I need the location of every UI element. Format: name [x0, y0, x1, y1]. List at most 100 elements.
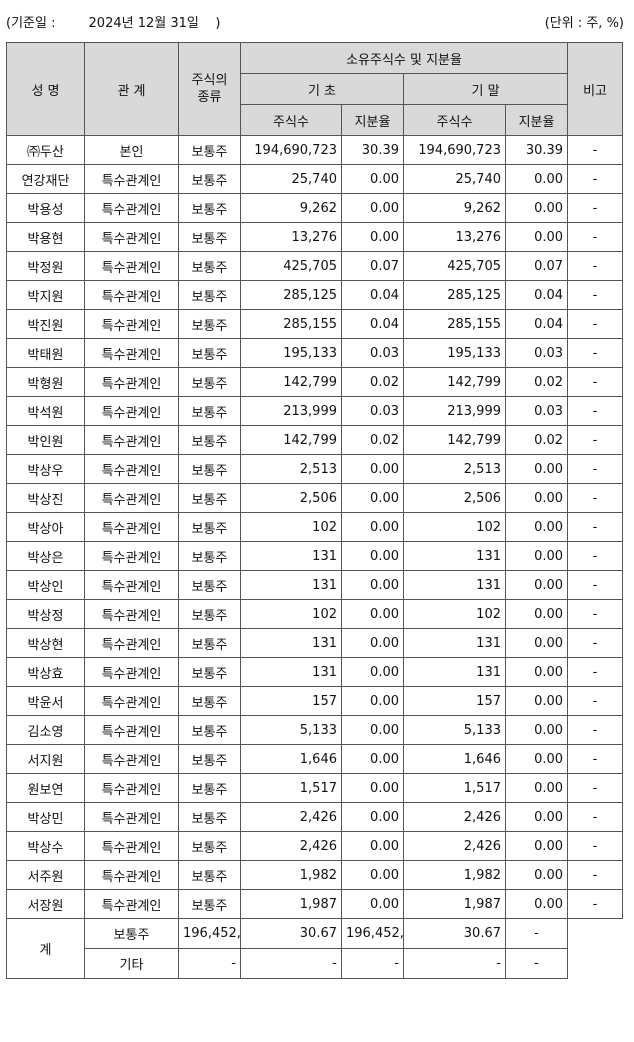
header-begin-ratio: 지분율 — [341, 104, 404, 136]
cell-end-shares: 131 — [403, 541, 506, 571]
cell-note: - — [567, 773, 624, 803]
cell: - — [178, 948, 241, 979]
table-row: ㈜두산 본인 보통주 194,690,723 30.39 194,690,723 30.39… — [6, 135, 624, 165]
cell-name: 박석원 — [6, 396, 85, 426]
cell-end-ratio: 0.02 — [504, 367, 569, 397]
cell-begin-ratio: 0.00 — [341, 773, 404, 803]
cell-begin-ratio: 0.00 — [341, 744, 404, 774]
cell-begin-shares: 157 — [240, 686, 342, 716]
cell: - — [240, 948, 342, 979]
cell-name: 박인원 — [6, 425, 85, 455]
cell-stock-type: 보통주 — [178, 222, 241, 252]
cell-begin-ratio: 0.00 — [341, 541, 404, 571]
cell: 30.67 — [240, 918, 342, 949]
cell-name: ㈜두산 — [6, 135, 85, 165]
unit-label: (단위 : 주, %) — [544, 16, 624, 31]
cell: 기타 — [84, 948, 179, 979]
cell-begin-ratio: 0.04 — [341, 309, 404, 339]
cell-note: - — [567, 309, 624, 339]
cell-end-shares: 142,799 — [403, 367, 506, 397]
cell-end-shares: 2,426 — [403, 802, 506, 832]
cell-stock-type: 보통주 — [178, 483, 241, 513]
cell-name: 박상인 — [6, 570, 85, 600]
cell-begin-ratio: 0.02 — [341, 367, 404, 397]
cell-begin-shares: 142,799 — [240, 425, 342, 455]
header-end-ratio: 지분율 — [504, 104, 569, 136]
cell-stock-type: 보통주 — [178, 686, 241, 716]
cell-stock-type: 보통주 — [178, 367, 241, 397]
header-relation: 관 계 — [84, 42, 179, 136]
cell-end-ratio: 0.04 — [504, 280, 569, 310]
table-row: 박상은 특수관계인 보통주 131 0.00 131 0.00- — [6, 541, 624, 571]
table-row: 김소영 특수관계인 보통주 5,133 0.00 5,133 0.00- — [6, 715, 624, 745]
header-name: 성 명 — [6, 42, 85, 136]
total-label: 계 — [6, 918, 85, 979]
cell-end-ratio: 0.00 — [504, 715, 569, 745]
cell-end-shares: 131 — [403, 657, 506, 687]
cell-relation: 특수관계인 — [84, 860, 179, 890]
cell-end-ratio: 0.00 — [504, 570, 569, 600]
total-row-other: 기타 - - - - - — [7, 948, 623, 979]
cell-end-ratio: 0.00 — [504, 483, 569, 513]
cell-begin-ratio: 0.03 — [341, 338, 404, 368]
cell-begin-shares: 2,426 — [240, 802, 342, 832]
cell-end-ratio: 0.04 — [504, 309, 569, 339]
cell-relation: 특수관계인 — [84, 483, 179, 513]
cell: 196,452,737 — [341, 918, 404, 949]
table-row: 박상우 특수관계인 보통주 2,513 0.00 2,513 0.00- — [6, 454, 624, 484]
cell-begin-ratio: 0.00 — [341, 686, 404, 716]
cell-name: 박윤서 — [6, 686, 85, 716]
cell-end-shares: 157 — [403, 686, 506, 716]
cell-note: - — [567, 164, 624, 194]
cell-note: - — [567, 396, 624, 426]
cell-end-shares: 425,705 — [403, 251, 506, 281]
cell-begin-shares: 2,426 — [240, 831, 342, 861]
cell-note: - — [567, 280, 624, 310]
cell-end-ratio: 0.00 — [504, 889, 569, 919]
cell-name: 박용현 — [6, 222, 85, 252]
cell: 196,452,737 — [178, 918, 241, 949]
cell-begin-shares: 102 — [240, 512, 342, 542]
table-row: 서지원 특수관계인 보통주 1,646 0.00 1,646 0.00- — [6, 744, 624, 774]
table-row: 박상아 특수관계인 보통주 102 0.00 102 0.00- — [6, 512, 624, 542]
table-row: 박윤서 특수관계인 보통주 157 0.00 157 0.00- — [6, 686, 624, 716]
cell-end-shares: 285,125 — [403, 280, 506, 310]
cell-stock-type: 보통주 — [178, 715, 241, 745]
cell-name: 박상민 — [6, 802, 85, 832]
cell-name: 박태원 — [6, 338, 85, 368]
cell-end-ratio: 0.00 — [504, 686, 569, 716]
cell-relation: 특수관계인 — [84, 541, 179, 571]
cell-end-shares: 102 — [403, 512, 506, 542]
cell-begin-ratio: 0.00 — [341, 715, 404, 745]
table-row: 서주원 특수관계인 보통주 1,982 0.00 1,982 0.00- — [6, 860, 624, 890]
cell-stock-type: 보통주 — [178, 193, 241, 223]
cell-stock-type: 보통주 — [178, 512, 241, 542]
cell-stock-type: 보통주 — [178, 744, 241, 774]
cell-begin-ratio: 0.00 — [341, 222, 404, 252]
cell-end-ratio: 0.00 — [504, 802, 569, 832]
cell-begin-shares: 425,705 — [240, 251, 342, 281]
cell-end-ratio: 0.00 — [504, 222, 569, 252]
cell-stock-type: 보통주 — [178, 599, 241, 629]
cell-relation: 특수관계인 — [84, 628, 179, 658]
cell-name: 박상우 — [6, 454, 85, 484]
cell-begin-ratio: 0.00 — [341, 831, 404, 861]
table-row: 박상인 특수관계인 보통주 131 0.00 131 0.00- — [6, 570, 624, 600]
cell-name: 박상효 — [6, 657, 85, 687]
table-row: 박형원 특수관계인 보통주 142,799 0.02 142,799 0.02- — [6, 367, 624, 397]
table-row: 원보연 특수관계인 보통주 1,517 0.00 1,517 0.00- — [6, 773, 624, 803]
cell-stock-type: 보통주 — [178, 628, 241, 658]
cell-begin-shares: 9,262 — [240, 193, 342, 223]
cell-end-ratio: 0.00 — [504, 193, 569, 223]
cell-relation: 특수관계인 — [84, 773, 179, 803]
cell-end-shares: 285,155 — [403, 309, 506, 339]
cell-relation: 특수관계인 — [84, 715, 179, 745]
cell-note: - — [567, 889, 624, 919]
header-note: 비고 — [567, 42, 624, 136]
cell-end-ratio: 0.00 — [504, 541, 569, 571]
cell-name: 서장원 — [6, 889, 85, 919]
cell-begin-shares: 195,133 — [240, 338, 342, 368]
cell-name: 박상아 — [6, 512, 85, 542]
cell-name: 박진원 — [6, 309, 85, 339]
cell-name: 박형원 — [6, 367, 85, 397]
